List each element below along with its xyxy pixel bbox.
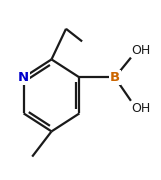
Text: OH: OH bbox=[132, 44, 151, 57]
Text: B: B bbox=[110, 71, 120, 84]
Text: OH: OH bbox=[132, 102, 151, 115]
Text: N: N bbox=[18, 71, 29, 84]
